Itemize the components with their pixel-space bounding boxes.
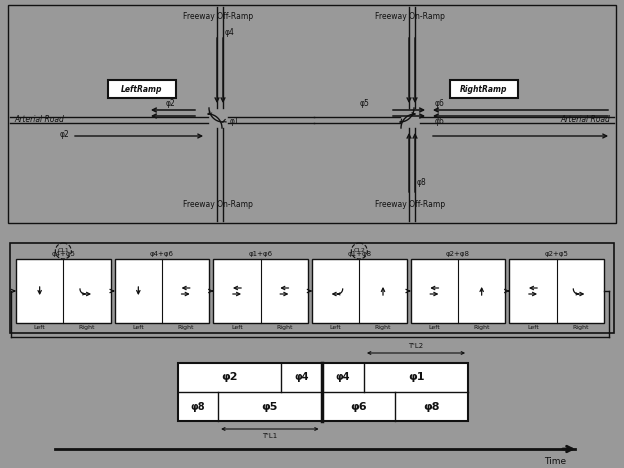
Bar xyxy=(213,259,308,323)
Text: Freeway On-Ramp: Freeway On-Ramp xyxy=(183,200,253,209)
Text: φ1: φ1 xyxy=(407,373,424,382)
Text: φ2: φ2 xyxy=(222,373,238,382)
Bar xyxy=(312,259,407,323)
Text: Left: Left xyxy=(34,325,46,330)
Text: φ1: φ1 xyxy=(230,117,240,126)
Text: CL1: CL1 xyxy=(57,249,69,254)
Text: Left: Left xyxy=(527,325,539,330)
Text: Freeway Off-Ramp: Freeway Off-Ramp xyxy=(183,12,253,21)
Text: Left: Left xyxy=(132,325,144,330)
Text: Right: Right xyxy=(177,325,194,330)
Bar xyxy=(108,80,176,98)
Text: φ5: φ5 xyxy=(360,100,370,109)
Text: RightRamp: RightRamp xyxy=(461,85,508,94)
Text: Right: Right xyxy=(375,325,391,330)
Text: φ4+φ6: φ4+φ6 xyxy=(150,251,174,257)
Text: φ2+φ5: φ2+φ5 xyxy=(545,251,568,257)
Bar xyxy=(450,80,518,98)
Text: Right: Right xyxy=(572,325,588,330)
Text: TᶜL1: TᶜL1 xyxy=(262,433,278,439)
Text: φ6: φ6 xyxy=(435,117,445,126)
Text: Freeway Off-Ramp: Freeway Off-Ramp xyxy=(375,200,445,209)
Text: Arterial Road: Arterial Road xyxy=(14,116,64,124)
Text: φ5: φ5 xyxy=(261,402,278,411)
Text: φ4: φ4 xyxy=(336,373,350,382)
Bar xyxy=(10,243,614,333)
Text: LeftRamp: LeftRamp xyxy=(121,85,163,94)
Text: Right: Right xyxy=(474,325,490,330)
Bar xyxy=(8,5,616,223)
Text: φ6: φ6 xyxy=(350,402,366,411)
Text: φ1+φ6: φ1+φ6 xyxy=(248,251,273,257)
Text: TᶜL2: TᶜL2 xyxy=(409,343,424,349)
Bar xyxy=(115,259,209,323)
Text: φ4+φ5: φ4+φ5 xyxy=(51,251,76,257)
Text: φ4: φ4 xyxy=(225,28,235,37)
Text: Right: Right xyxy=(276,325,293,330)
Text: φ8: φ8 xyxy=(191,402,205,411)
Bar xyxy=(509,259,604,323)
Text: φ2+φ8: φ2+φ8 xyxy=(446,251,470,257)
Text: φ8: φ8 xyxy=(423,402,440,411)
Text: Left: Left xyxy=(330,325,341,330)
Text: CL2: CL2 xyxy=(353,249,365,254)
Text: φ6: φ6 xyxy=(435,100,445,109)
Text: Freeway On-Ramp: Freeway On-Ramp xyxy=(375,12,445,21)
Bar xyxy=(178,363,468,421)
Text: φ8: φ8 xyxy=(417,178,427,187)
Text: Left: Left xyxy=(429,325,440,330)
Bar xyxy=(16,259,110,323)
Text: Arterial Road: Arterial Road xyxy=(560,116,610,124)
Text: φ2: φ2 xyxy=(60,130,70,139)
Text: Time: Time xyxy=(544,457,566,466)
Text: Left: Left xyxy=(231,325,243,330)
Text: φ4: φ4 xyxy=(294,373,309,382)
Text: Right: Right xyxy=(79,325,95,330)
Text: φ2: φ2 xyxy=(166,100,176,109)
Bar xyxy=(411,259,505,323)
Text: φ1+φ8: φ1+φ8 xyxy=(348,251,371,257)
